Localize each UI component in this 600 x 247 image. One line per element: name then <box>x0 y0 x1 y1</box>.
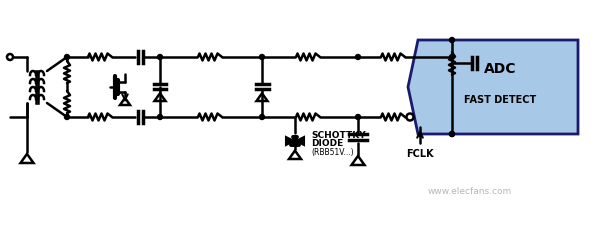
Circle shape <box>449 131 455 137</box>
Circle shape <box>157 55 163 60</box>
Polygon shape <box>408 40 578 134</box>
Circle shape <box>355 55 361 60</box>
Text: FAST DETECT: FAST DETECT <box>464 95 536 105</box>
Circle shape <box>260 55 265 60</box>
Text: DIODE: DIODE <box>311 140 343 148</box>
Circle shape <box>65 55 70 60</box>
Polygon shape <box>296 137 304 145</box>
Circle shape <box>7 54 13 60</box>
Circle shape <box>449 131 455 137</box>
Circle shape <box>355 115 361 120</box>
Circle shape <box>449 55 455 60</box>
Text: FCLK: FCLK <box>406 149 434 159</box>
Circle shape <box>260 115 265 120</box>
Text: (RBB51V...): (RBB51V...) <box>311 148 353 158</box>
Circle shape <box>449 38 455 42</box>
Polygon shape <box>286 137 294 145</box>
Text: www.elecfans.com: www.elecfans.com <box>428 187 512 197</box>
Circle shape <box>65 115 70 120</box>
Text: ADC: ADC <box>484 62 516 76</box>
Text: SCHOTTKY: SCHOTTKY <box>311 130 365 140</box>
Circle shape <box>407 114 413 121</box>
Circle shape <box>157 115 163 120</box>
